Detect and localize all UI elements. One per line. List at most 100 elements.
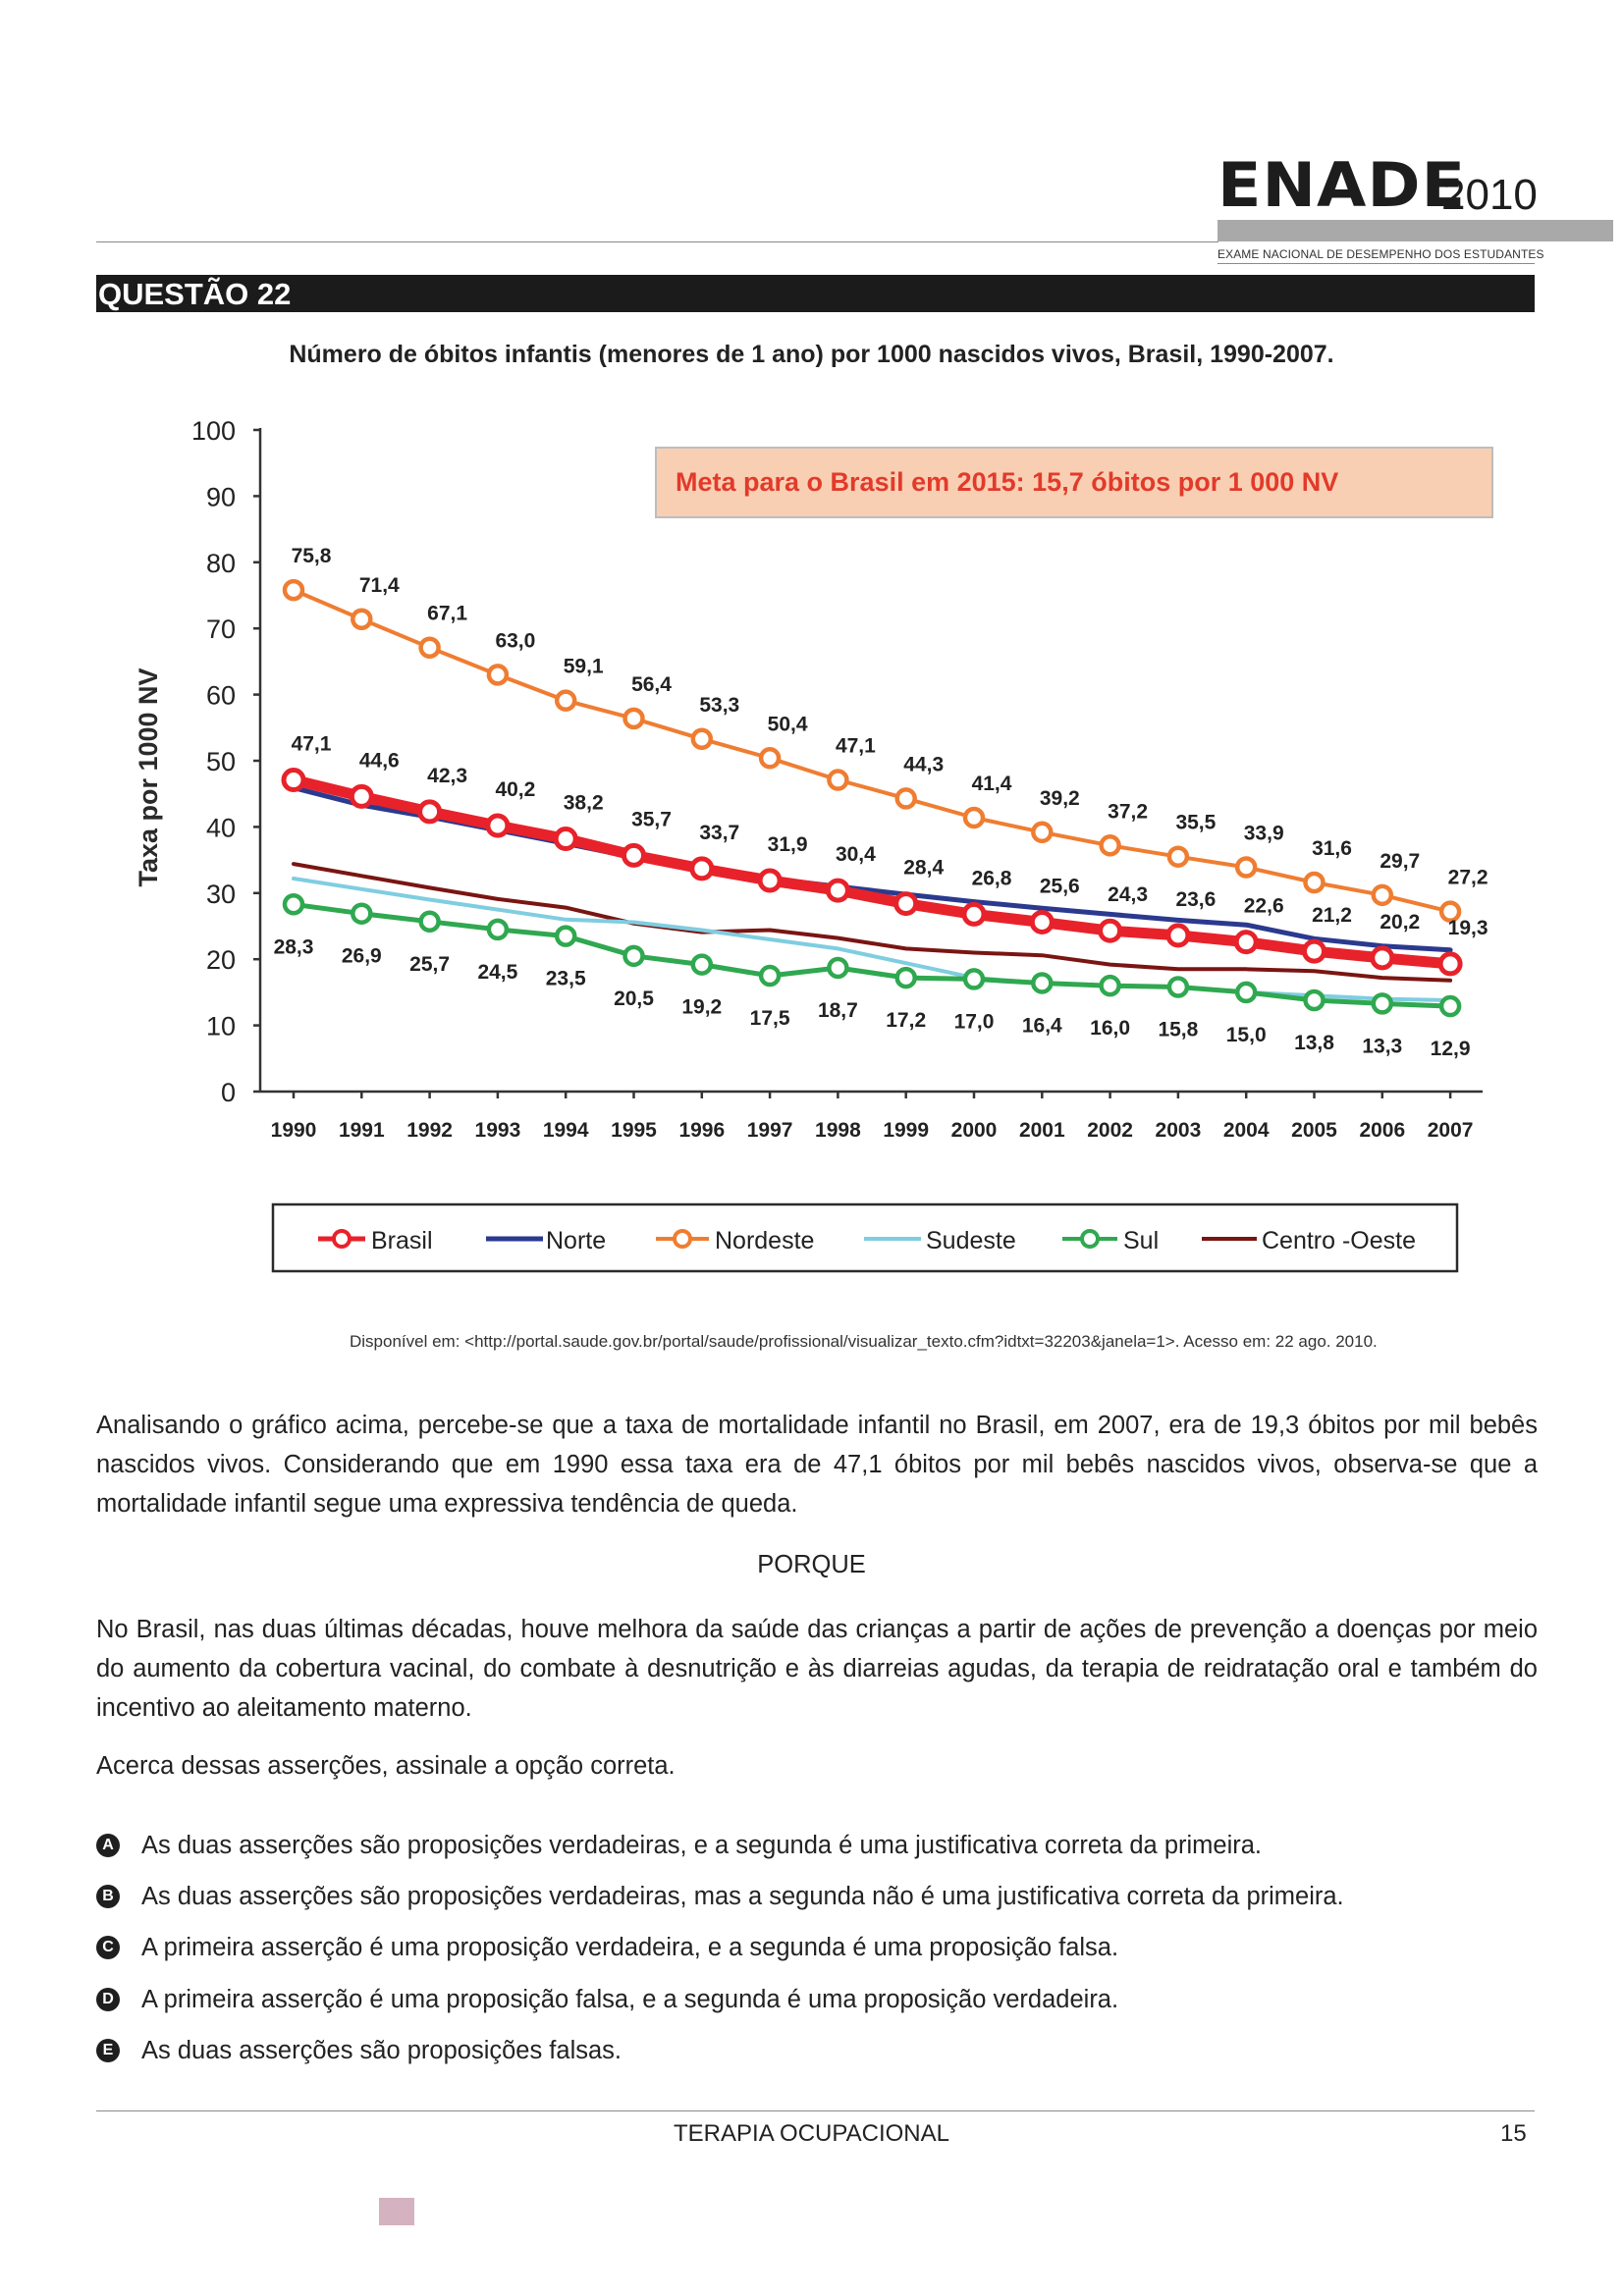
point-sul (758, 964, 782, 988)
point-brasil (622, 842, 646, 868)
header-accent-bar (1217, 220, 1613, 241)
point-nordeste (1303, 871, 1325, 894)
point-brasil (417, 799, 443, 825)
point-brasil (757, 868, 783, 893)
point-sul (1234, 981, 1258, 1004)
option-c-letter: C (96, 1936, 120, 1959)
page-number: 15 (1500, 2120, 1527, 2147)
point-brasil (893, 891, 919, 917)
brand-subtitle: EXAME NACIONAL DE DESEMPENHO DOS ESTUDAN… (1217, 247, 1544, 261)
data-label-nordeste: 37,2 (1108, 800, 1148, 823)
point-nordeste (758, 747, 782, 770)
data-label-brasil: 35,7 (631, 808, 672, 830)
x-tick-label: 1990 (271, 1119, 317, 1142)
point-brasil (349, 783, 374, 809)
point-sul (1371, 992, 1394, 1015)
point-brasil (961, 901, 987, 927)
point-sul (554, 925, 577, 947)
x-tick-label: 1994 (543, 1119, 589, 1142)
point-brasil (1233, 930, 1259, 955)
x-tick-label: 2000 (951, 1119, 998, 1142)
x-tick-label: 1992 (406, 1119, 453, 1142)
point-brasil (1029, 909, 1055, 934)
point-nordeste (1031, 821, 1054, 844)
option-c[interactable]: C A primeira asserção é uma proposição v… (96, 1928, 1118, 1967)
data-label-nordeste: 53,3 (699, 694, 739, 717)
data-label-brasil: 20,2 (1380, 911, 1420, 934)
data-label-sul: 24,5 (477, 961, 517, 984)
y-tick-label: 70 (206, 614, 236, 644)
point-sul (418, 910, 441, 934)
point-sul (1099, 974, 1121, 997)
y-axis-title: Taxa por 1000 NV (134, 667, 163, 886)
data-label-brasil: 24,3 (1108, 883, 1148, 906)
point-nordeste (1371, 883, 1394, 907)
point-brasil (689, 856, 715, 881)
data-label-brasil: 40,2 (495, 778, 535, 801)
data-label-sul: 23,5 (546, 968, 586, 990)
data-label-sul: 17,5 (750, 1007, 790, 1030)
point-brasil (1437, 951, 1463, 977)
brand-year: 2010 (1441, 171, 1538, 219)
point-sul (1166, 976, 1190, 998)
point-nordeste (894, 787, 917, 810)
legend-label-sul: Sul (1123, 1227, 1159, 1255)
x-tick-label: 1999 (883, 1119, 929, 1142)
subtitle-underline (1217, 263, 1535, 264)
y-tick-label: 0 (221, 1078, 236, 1107)
data-label-nordeste: 39,2 (1040, 787, 1080, 810)
goal-annotation-text: Meta para o Brasil em 2015: 15,7 óbitos … (676, 467, 1338, 497)
legend-label-nordeste: Nordeste (715, 1227, 814, 1255)
data-label-sul: 26,9 (342, 945, 382, 968)
option-b-letter: B (96, 1885, 120, 1908)
point-sul (827, 956, 849, 980)
legend-marker-sul (1080, 1229, 1100, 1249)
y-tick-label: 50 (206, 747, 236, 776)
series-line-brasil (288, 774, 1456, 970)
x-tick-label: 2002 (1087, 1119, 1133, 1142)
data-label-nordeste: 71,4 (359, 574, 400, 597)
x-tick-label: 2003 (1156, 1119, 1202, 1142)
option-c-text: A primeira asserção é uma proposição ver… (141, 1933, 1119, 1961)
y-tick-label: 90 (206, 482, 236, 511)
data-label-brasil: 26,8 (972, 867, 1012, 889)
option-e[interactable]: E As duas asserções são proposições fals… (96, 2031, 622, 2070)
x-tick-label: 1997 (747, 1119, 793, 1142)
option-a[interactable]: A As duas asserções são proposições verd… (96, 1826, 1262, 1865)
point-nordeste (486, 664, 510, 686)
data-label-sul: 16,0 (1090, 1017, 1130, 1040)
legend-marker-nordeste (673, 1229, 692, 1249)
x-tick-label: 1998 (815, 1119, 861, 1142)
print-marker (379, 2198, 414, 2225)
y-tick-label: 20 (206, 945, 236, 975)
point-sul (962, 968, 986, 990)
data-label-brasil: 33,7 (699, 822, 739, 844)
point-nordeste (1099, 834, 1121, 857)
data-label-brasil: 47,1 (292, 733, 332, 756)
series-line-centro-oeste (292, 862, 1453, 983)
data-label-nordeste: 63,0 (495, 629, 535, 652)
data-label-brasil: 30,4 (836, 843, 876, 866)
point-sul (486, 918, 510, 941)
data-label-sul: 18,7 (818, 999, 858, 1022)
point-sul (894, 966, 917, 989)
option-b[interactable]: B As duas asserções são proposições verd… (96, 1877, 1344, 1916)
point-brasil (553, 827, 578, 852)
x-tick-label: 2005 (1291, 1119, 1337, 1142)
y-tick-label: 40 (206, 813, 236, 842)
point-sul (1031, 972, 1054, 994)
footer-course-name: TERAPIA OCUPACIONAL (674, 2120, 949, 2147)
legend-label-brasil: Brasil (371, 1227, 433, 1255)
option-a-letter: A (96, 1834, 120, 1857)
point-nordeste (282, 578, 305, 602)
data-label-sul: 25,7 (409, 953, 450, 976)
x-tick-label: 2007 (1428, 1119, 1474, 1142)
data-label-brasil: 28,4 (903, 857, 944, 880)
y-tick-label: 10 (206, 1012, 236, 1041)
data-label-nordeste: 41,4 (972, 773, 1012, 795)
option-d[interactable]: D A primeira asserção é uma proposição f… (96, 1980, 1118, 2019)
option-e-text: As duas asserções são proposições falsas… (141, 2036, 622, 2064)
data-label-sul: 17,2 (886, 1009, 926, 1032)
point-nordeste (351, 608, 373, 631)
series-line-nordeste (292, 588, 1453, 914)
